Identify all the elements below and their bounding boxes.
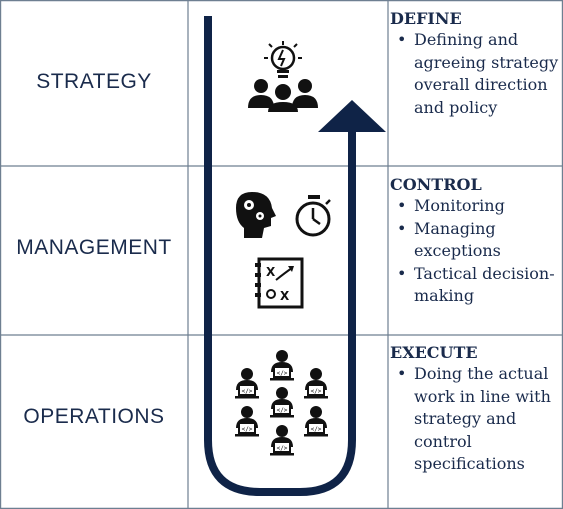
desc-define: DEFINE Defining and agreeing strategy ov… [390,9,562,119]
bullet-item: Defining and agreeing strategy overall d… [390,29,562,119]
desc-control: CONTROL Monitoring Managing exceptions T… [390,175,562,308]
stopwatch-icon [295,195,331,237]
level-strategy: STRATEGY [36,70,152,93]
bullet-item: Tactical decision-making [390,263,562,308]
level-management: MANAGEMENT [16,236,172,259]
bullet-item: Managing exceptions [390,218,562,263]
heading-define: DEFINE [390,9,462,28]
brain-gears-icon [236,192,276,238]
svg-text:X: X [280,289,290,303]
svg-text:X: X [266,265,276,279]
bullets-control: Monitoring Managing exceptions Tactical … [390,195,562,308]
idea-lightbulb-icon [264,41,302,78]
bullet-item: Monitoring [390,195,562,218]
tactics-board-icon: X X [255,257,304,309]
desc-execute: EXECUTE Doing the actual work in line wi… [390,343,562,476]
bullets-define: Defining and agreeing strategy overall d… [390,29,562,119]
team-group-icon [248,79,318,112]
heading-control: CONTROL [390,175,482,194]
bullets-execute: Doing the actual work in line with strat… [390,363,562,476]
bullet-item: Doing the actual work in line with strat… [390,363,562,476]
level-operations: OPERATIONS [23,405,165,428]
coder-workers-icon [235,350,328,456]
arrow-head [318,100,386,132]
heading-execute: EXECUTE [390,343,478,362]
